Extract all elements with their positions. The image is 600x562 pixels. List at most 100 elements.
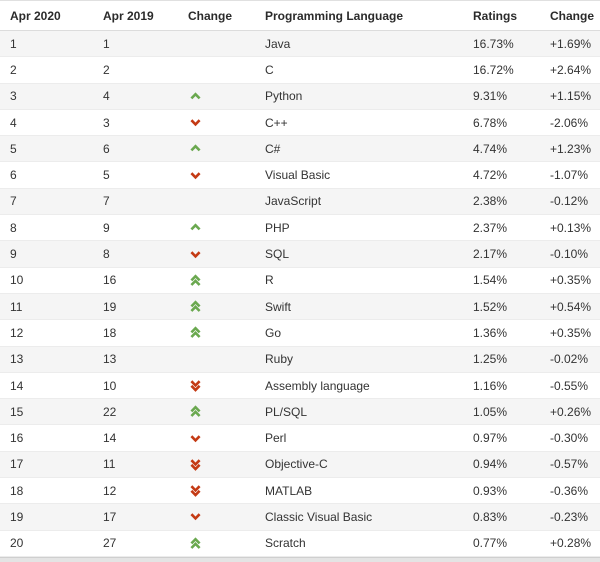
rank-2019-cell: 3 <box>103 115 110 130</box>
language-cell: Swift <box>265 299 292 314</box>
rank-2020-cell: 13 <box>10 352 24 367</box>
table-row: 9 8 SQL 2.17% -0.10% <box>0 241 600 268</box>
language-cell: C <box>265 62 274 77</box>
rank-2019-cell: 1 <box>103 36 110 51</box>
language-cell: MATLAB <box>265 483 313 498</box>
table-row: 12 18 Go 1.36% +0.35% <box>0 320 600 347</box>
table-row: 17 11 Objective-C 0.94% -0.57% <box>0 451 600 479</box>
column-header-change-arrow: Change <box>188 8 233 23</box>
language-cell: Java <box>265 36 291 51</box>
ratings-cell: 2.17% <box>473 247 508 262</box>
ratings-cell: 9.31% <box>473 89 508 104</box>
table-row: 20 27 Scratch 0.77% +0.28% <box>0 530 600 557</box>
ratings-delta-cell: -0.12% <box>550 194 589 209</box>
ratings-delta-cell: -0.23% <box>550 509 589 524</box>
language-cell: Objective-C <box>265 457 328 472</box>
rank-2020-cell: 18 <box>10 483 24 498</box>
rank-down-double-icon <box>190 485 201 498</box>
rank-change-cell <box>188 223 265 232</box>
ratings-delta-cell: +2.64% <box>550 62 592 77</box>
column-header-ratings: Ratings <box>473 8 518 23</box>
ratings-delta-cell: +0.13% <box>550 220 592 235</box>
ratings-delta-cell: -0.02% <box>550 352 589 367</box>
rank-up-double-icon <box>190 537 201 549</box>
rank-change-cell <box>188 300 265 313</box>
ratings-delta-cell: +1.15% <box>550 89 592 104</box>
rank-change-cell <box>188 434 265 443</box>
table-row: 3 4 Python 9.31% +1.15% <box>0 83 600 110</box>
rank-2019-cell: 14 <box>103 431 117 446</box>
language-cell: JavaScript <box>265 194 322 209</box>
rank-2020-cell: 7 <box>10 194 17 209</box>
rank-up-double-icon <box>190 405 201 418</box>
language-cell: Visual Basic <box>265 168 331 183</box>
language-cell: Scratch <box>265 536 306 551</box>
rank-2019-cell: 13 <box>103 352 117 367</box>
language-cell: Classic Visual Basic <box>265 509 373 524</box>
rank-change-cell <box>188 458 265 471</box>
rank-2020-cell: 3 <box>10 89 17 104</box>
rank-2019-cell: 22 <box>103 404 117 419</box>
rank-2019-cell: 6 <box>103 141 110 156</box>
language-cell: Ruby <box>265 352 294 367</box>
ratings-cell: 0.94% <box>473 457 508 472</box>
table-row: 19 17 Classic Visual Basic 0.83% -0.23% <box>0 504 600 531</box>
rank-2019-cell: 10 <box>103 378 117 393</box>
language-cell: R <box>265 273 274 288</box>
table-row: 16 14 Perl 0.97% -0.30% <box>0 425 600 452</box>
ratings-delta-cell: -1.07% <box>550 168 589 183</box>
ratings-cell: 0.93% <box>473 483 508 498</box>
rank-2019-cell: 17 <box>103 509 117 524</box>
ratings-cell: 0.77% <box>473 536 508 551</box>
table-row: 13 13 Ruby 1.25% -0.02% <box>0 346 600 373</box>
table-body: 1 1 Java 16.73% +1.69% 2 2 C 16.72% +2.6… <box>0 31 600 557</box>
ratings-delta-cell: -0.36% <box>550 483 589 498</box>
column-header-programming-language: Programming Language <box>265 8 404 23</box>
rank-up-double-icon <box>190 300 201 313</box>
rank-2020-cell: 15 <box>10 404 24 419</box>
ratings-delta-cell: -0.30% <box>550 431 589 446</box>
ratings-delta-cell: +0.35% <box>550 325 592 340</box>
table-row: 5 6 C# 4.74% +1.23% <box>0 136 600 163</box>
rank-change-cell <box>188 274 265 287</box>
ratings-cell: 16.72% <box>473 62 514 77</box>
ratings-cell: 0.97% <box>473 431 508 446</box>
ratings-cell: 0.83% <box>473 509 508 524</box>
language-cell: C# <box>265 141 281 156</box>
language-cell: Python <box>265 89 303 104</box>
ratings-delta-cell: -0.55% <box>550 378 589 393</box>
ratings-cell: 1.36% <box>473 325 508 340</box>
rank-2019-cell: 7 <box>103 194 110 209</box>
rank-change-cell <box>188 250 265 259</box>
column-header-apr-2020: Apr 2020 <box>10 8 61 23</box>
rank-2019-cell: 19 <box>103 299 117 314</box>
table-row: 11 19 Swift 1.52% +0.54% <box>0 293 600 321</box>
rank-2019-cell: 12 <box>103 483 117 498</box>
ratings-cell: 1.54% <box>473 273 508 288</box>
rank-2020-cell: 20 <box>10 536 24 551</box>
language-cell: Go <box>265 325 282 340</box>
rank-down-icon <box>190 513 201 521</box>
rank-down-double-icon <box>190 459 201 471</box>
ratings-delta-cell: +0.26% <box>550 404 592 419</box>
table-row: 14 10 Assembly language 1.16% -0.55% <box>0 372 600 400</box>
table-row: 18 12 MATLAB 0.93% -0.36% <box>0 478 600 505</box>
language-cell: PL/SQL <box>265 404 308 419</box>
rank-change-cell <box>188 326 265 339</box>
ratings-delta-cell: +1.69% <box>550 36 592 51</box>
rank-2020-cell: 4 <box>10 115 17 130</box>
rank-change-cell <box>188 171 265 180</box>
rank-up-double-icon <box>190 326 201 339</box>
rank-2019-cell: 9 <box>103 220 110 235</box>
ratings-cell: 6.78% <box>473 115 508 130</box>
ratings-delta-cell: +0.54% <box>550 299 592 314</box>
table-row: 7 7 JavaScript 2.38% -0.12% <box>0 188 600 216</box>
rank-change-cell <box>188 92 265 101</box>
bottom-strip <box>0 556 600 562</box>
rank-2020-cell: 2 <box>10 62 17 77</box>
rank-2020-cell: 12 <box>10 325 24 340</box>
language-cell: C++ <box>265 115 288 130</box>
rank-2020-cell: 1 <box>10 36 17 51</box>
rank-up-icon <box>190 92 201 100</box>
